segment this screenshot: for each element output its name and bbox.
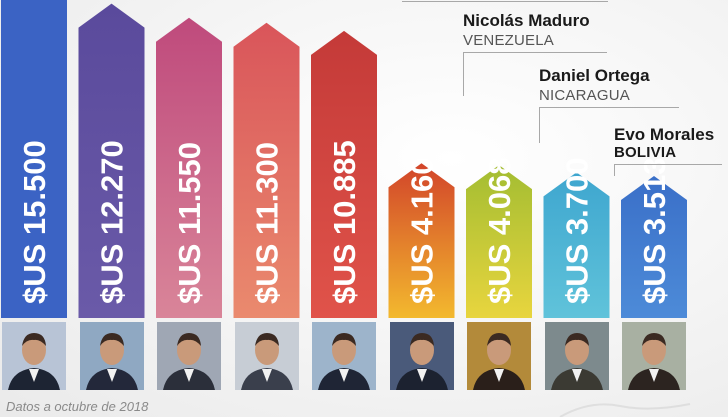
value-label-chile: $US 15.500 xyxy=(17,140,52,304)
photo-venezuela xyxy=(467,322,531,390)
annotation-leader-morales xyxy=(614,164,615,176)
bar-colombia xyxy=(233,22,300,319)
bar-chile xyxy=(1,0,67,318)
photo-uruguay xyxy=(157,322,221,390)
value-label-colombia: $US 11.300 xyxy=(250,142,285,304)
annotation-line-maduro xyxy=(463,52,607,53)
value-label-nicaragua: $US 3.700 xyxy=(560,158,595,305)
annotation-country-venezuela: VENEZUELA xyxy=(463,32,554,49)
bar-argentina xyxy=(311,30,377,318)
bar-nicaragua xyxy=(543,172,610,318)
annotation-leader-ortega xyxy=(539,107,540,143)
bar-per xyxy=(78,3,145,319)
annotation-line-morales xyxy=(614,164,722,165)
annotation-country-bolivia: BOLIVIA xyxy=(614,144,677,161)
value-label-uruguay: $US 11.550 xyxy=(172,142,207,304)
photo-colombia xyxy=(234,322,299,390)
photo-nicaragua xyxy=(544,322,609,390)
annotation-country-nicaragua: NICARAGUA xyxy=(539,87,630,104)
value-label-per: $US 12.270 xyxy=(95,140,130,304)
value-label-argentina: $US 10.885 xyxy=(327,140,362,304)
annotation-line-ortega xyxy=(539,107,679,108)
photo-honduras xyxy=(389,322,454,390)
photo-bolivia xyxy=(622,322,686,390)
annotation-leader-maduro xyxy=(463,52,464,96)
value-label-bolivia: $US 3.513 xyxy=(637,158,672,305)
bar-venezuela xyxy=(466,165,532,318)
annotation-name-maduro: Nicolás Maduro xyxy=(463,11,590,30)
value-label-venezuela: $US 4.068 xyxy=(482,158,517,305)
footnote: Datos a octubre de 2018 xyxy=(6,399,149,414)
value-label-honduras: $US 4.160 xyxy=(405,158,440,305)
top-divider-line xyxy=(402,1,608,2)
bar-honduras xyxy=(388,163,455,318)
photo-per xyxy=(79,322,144,390)
bar-uruguay xyxy=(156,17,222,319)
photo-argentina xyxy=(312,322,376,390)
annotation-name-ortega: Daniel Ortega xyxy=(539,66,650,85)
bar-bolivia xyxy=(621,176,687,318)
annotation-name-morales: Evo Morales xyxy=(614,125,715,144)
photo-chile xyxy=(2,322,66,390)
